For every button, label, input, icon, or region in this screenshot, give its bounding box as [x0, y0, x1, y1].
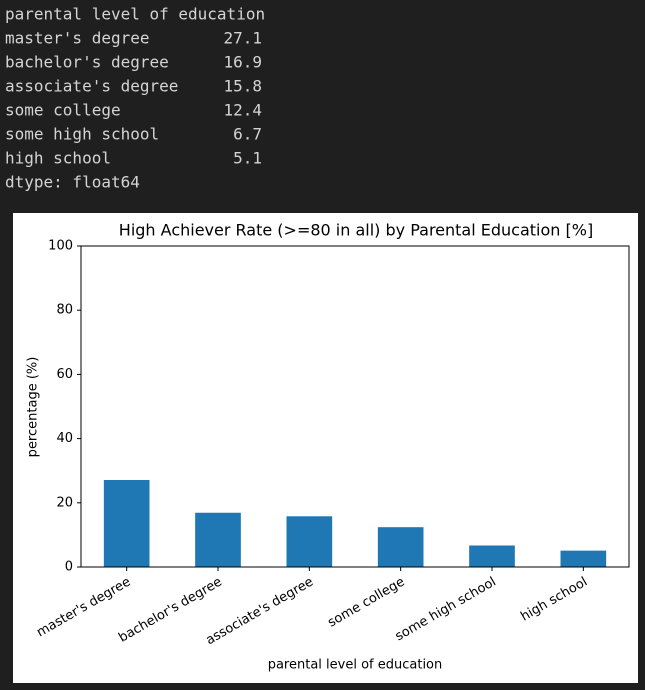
console-name: some college: [5, 101, 121, 120]
y-axis-label: percentage (%): [26, 357, 41, 458]
console-name: high school: [5, 149, 111, 168]
bar: [195, 512, 241, 567]
console-header: parental level of education: [5, 5, 265, 24]
plot-frame: [80, 245, 630, 568]
y-tick-label: 80: [56, 303, 73, 318]
console-value: 27.1: [223, 29, 262, 48]
console-value: 15.8: [223, 77, 262, 96]
y-tick-label: 0: [65, 560, 73, 575]
console-value: 16.9: [223, 53, 262, 72]
console-name: some high school: [5, 125, 159, 144]
bar: [377, 527, 424, 567]
chart-title: High Achiever Rate (>=80 in all) by Pare…: [119, 221, 593, 240]
y-tick-label: 20: [56, 495, 73, 510]
console-name: associate's degree: [5, 77, 178, 96]
y-tick-label: 100: [48, 239, 73, 254]
y-tick-label: 40: [56, 431, 73, 446]
console-footer: dtype: float64: [5, 173, 140, 192]
chart-area: [13, 213, 638, 683]
bar: [286, 516, 333, 567]
bar: [103, 480, 150, 567]
bar: [469, 545, 515, 567]
bar: [560, 550, 607, 567]
x-axis-label: parental level of education: [268, 658, 443, 673]
console-value: 5.1: [233, 149, 262, 168]
console-name: bachelor's degree: [5, 53, 169, 72]
console-value: 12.4: [223, 101, 262, 120]
console-name: master's degree: [5, 29, 150, 48]
y-tick-label: 60: [56, 367, 73, 382]
console-value: 6.7: [233, 125, 262, 144]
